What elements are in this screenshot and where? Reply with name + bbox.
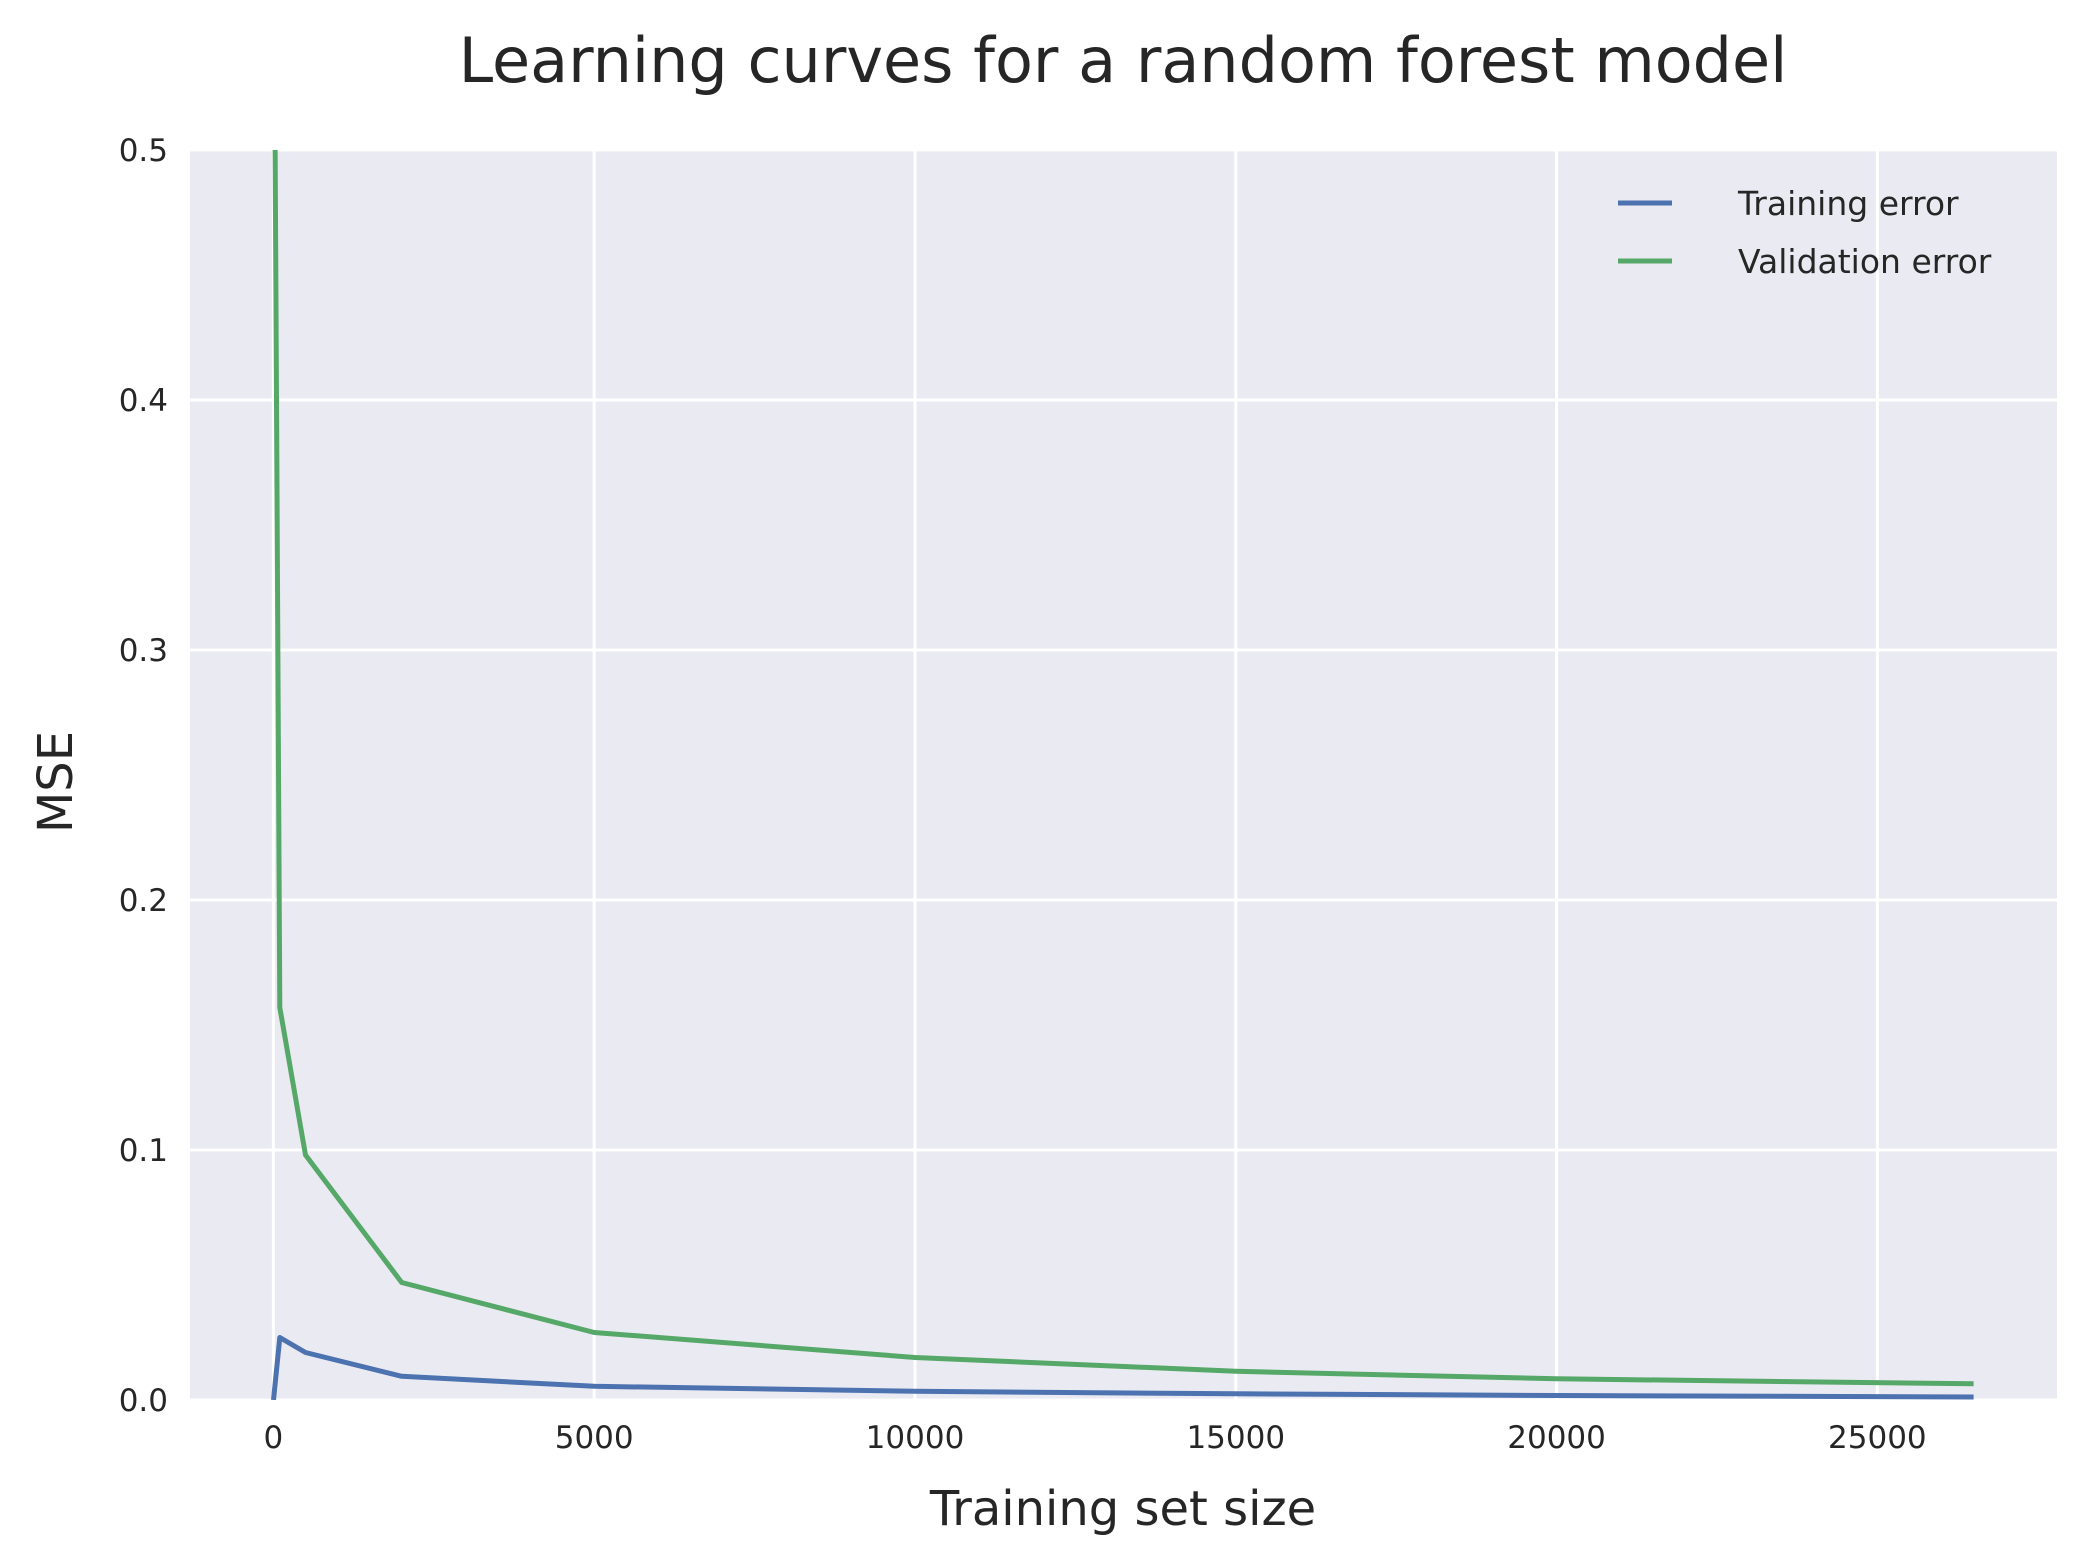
y-tick-labels: 0.0 0.1 0.2 0.3 0.4 0.5: [119, 133, 168, 1419]
chart-title: Learning curves for a random forest mode…: [459, 24, 1788, 97]
x-tick-label: 5000: [555, 1420, 634, 1456]
y-tick-label: 0.3: [119, 633, 168, 669]
y-tick-label: 0.4: [119, 383, 168, 419]
series-line-training-error: [271, 1335, 1974, 1400]
y-tick-label: 0.0: [119, 1383, 168, 1419]
x-axis-label: Training set size: [929, 1481, 1316, 1537]
x-tick-label: 15000: [1186, 1420, 1285, 1456]
y-tick-label: 0.2: [119, 883, 168, 919]
series-lines: [271, 150, 1974, 1400]
legend: Training error Validation error: [1618, 184, 1992, 281]
legend-label: Validation error: [1738, 242, 1992, 281]
x-tick-label: 20000: [1507, 1420, 1606, 1456]
x-tick-labels: 0 5000 10000 15000 20000 25000: [264, 1420, 1927, 1456]
x-tick-label: 0: [264, 1420, 284, 1456]
x-tick-label: 25000: [1828, 1420, 1927, 1456]
x-tick-label: 10000: [866, 1420, 965, 1456]
y-tick-label: 0.1: [119, 1133, 168, 1169]
plot-area: [190, 150, 2057, 1400]
y-tick-label: 0.5: [119, 133, 168, 169]
y-axis-label: MSE: [28, 731, 84, 833]
series-line-validation-error: [272, 150, 1974, 1387]
gridlines: [190, 148, 2057, 1402]
legend-label: Training error: [1737, 184, 1959, 223]
